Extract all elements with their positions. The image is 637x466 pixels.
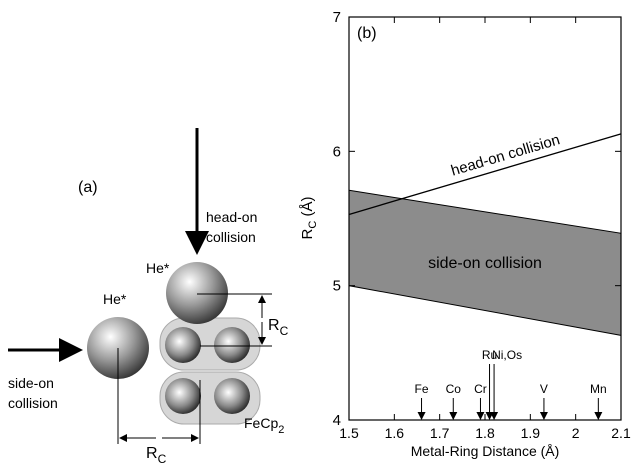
atom-label: He*	[103, 291, 127, 307]
ring	[214, 378, 250, 414]
x-tick-label: 2.1	[611, 425, 631, 441]
label: collision	[206, 229, 256, 245]
y-axis-label: RC (Å)	[299, 197, 319, 240]
label: head-on	[206, 209, 257, 225]
y-tick-label: 6	[333, 143, 341, 160]
y-tick-label: 4	[333, 412, 341, 429]
x-axis-label: Metal-Ring Distance (Å)	[411, 443, 560, 459]
label: side-on	[8, 375, 54, 391]
marker-label: Fe	[415, 382, 429, 396]
y-tick-label: 5	[333, 278, 341, 295]
ring	[214, 327, 250, 363]
marker-label: Co	[446, 382, 462, 396]
rc-label: RC	[268, 317, 289, 338]
marker-label: Ru	[482, 348, 497, 362]
x-tick-label: 1.9	[521, 425, 541, 441]
line	[348, 133, 622, 216]
atom-label: He*	[146, 260, 170, 276]
rc-label: RC	[146, 445, 167, 466]
ring	[165, 327, 201, 363]
panel-label: (a)	[78, 179, 98, 196]
diagram: (a) head-on collision side-on collision …	[8, 128, 289, 466]
x-tick-label: 1.8	[475, 425, 495, 441]
atom	[166, 262, 228, 324]
marker-label: Ni,Os	[492, 348, 522, 362]
marker-label: Mn	[590, 382, 607, 396]
chart: (b) Metal-Ring Distance (Å) RC (Å) side-…	[299, 9, 631, 459]
ring	[165, 378, 201, 414]
marker-label: Cr	[474, 382, 487, 396]
molecule-label: FeCp2	[244, 415, 284, 436]
label: collision	[8, 395, 58, 411]
x-tick-label: 2	[572, 425, 580, 441]
panel-label: (b)	[357, 25, 377, 42]
x-tick-label: 1.7	[430, 425, 450, 441]
marker-label: V	[540, 382, 548, 396]
x-tick-label: 1.5	[339, 425, 359, 441]
y-tick-label: 7	[333, 9, 341, 26]
band-label: side-on collision	[428, 255, 542, 272]
line-label: head-on collision	[449, 131, 562, 179]
x-tick-label: 1.6	[385, 425, 405, 441]
